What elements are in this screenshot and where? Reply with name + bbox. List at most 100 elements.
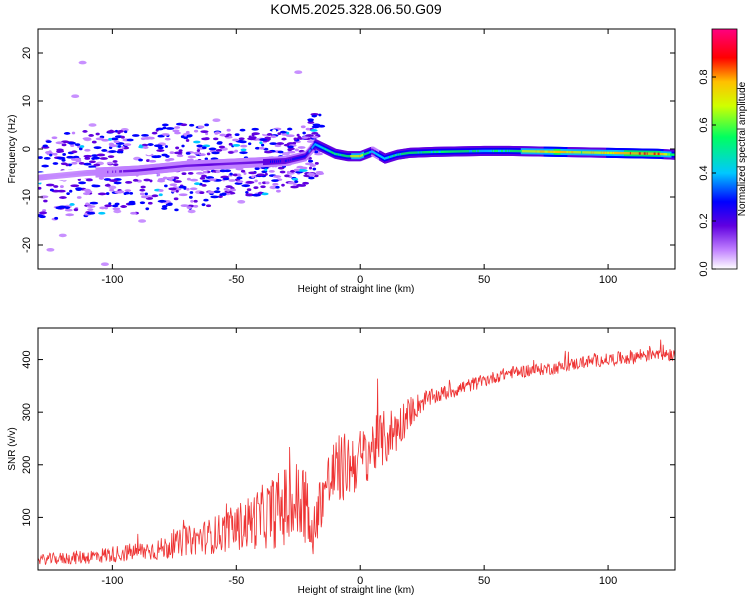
spectral-speckle [263, 150, 273, 154]
spectral-speckle [85, 178, 93, 182]
spectral-speckle [68, 141, 76, 145]
spectral-speckle [38, 211, 48, 215]
spectral-blob [100, 262, 109, 267]
spectral-speckle [70, 184, 80, 188]
spectral-speckle [116, 150, 123, 154]
spectral-speckle [162, 126, 167, 130]
colorbar-tick-label: 0.8 [698, 69, 710, 84]
spectral-speckle [145, 152, 152, 156]
spectral-speckle [300, 125, 306, 129]
spectral-speckle [275, 189, 281, 193]
spectral-speckle [291, 177, 299, 181]
spectral-speckle [151, 131, 158, 135]
spectral-speckle [108, 202, 112, 206]
spectral-speckle [114, 190, 122, 194]
spectral-speckle [41, 164, 50, 168]
spectral-speckle [186, 177, 191, 181]
snr-ytick-label: 100 [21, 508, 33, 526]
spectral-speckle [286, 170, 290, 174]
spectral-speckle [240, 144, 248, 148]
spectral-speckle [174, 126, 181, 129]
spectral-speckle [161, 123, 169, 127]
spectral-speckle [264, 172, 268, 176]
spectral-speckle [248, 142, 252, 146]
spectral-blob [46, 248, 55, 252]
spectral-speckle [108, 142, 115, 146]
spectral-speckle [97, 192, 107, 196]
spectral-speckle [180, 135, 185, 139]
spectral-speckle [61, 158, 66, 162]
spectral-speckle [215, 148, 223, 152]
spectral-speckle [131, 134, 140, 137]
spectral-speckle [86, 205, 96, 208]
spectral-speckle [232, 173, 239, 177]
spectral-speckle [126, 138, 134, 142]
spectral-speckle [210, 195, 219, 199]
snr-xtick-label: -100 [101, 575, 123, 587]
spectral-speckle [284, 174, 290, 178]
spectral-speckle [157, 146, 164, 150]
spectral-speckle [108, 137, 113, 141]
spectral-speckle [72, 155, 80, 159]
spectral-speckle [112, 160, 118, 163]
spectral-speckle [318, 113, 322, 117]
spectral-speckle [105, 192, 110, 195]
spectral-speckle [200, 130, 209, 134]
spectral-speckle [57, 189, 66, 193]
spectral-speckle [173, 180, 182, 183]
spectral-speckle [88, 160, 96, 164]
spectral-speckle [125, 180, 133, 184]
spectral-speckle [308, 166, 312, 170]
spectral-speckle [279, 170, 286, 174]
spectral-speckle [45, 140, 52, 144]
spectral-speckle [42, 144, 48, 148]
spectral-speckle [189, 123, 195, 127]
spectral-speckle [178, 193, 188, 197]
spectral-speckle [157, 199, 167, 203]
spectral-speckle [260, 185, 266, 189]
spectral-speckle [271, 179, 279, 183]
spectral-speckle [204, 123, 209, 127]
spectral-speckle [176, 154, 184, 158]
spectral-speckle [117, 130, 124, 133]
spectral-speckle [241, 184, 251, 188]
spectral-speckle [82, 137, 92, 141]
spectral-speckle [112, 207, 121, 211]
spectral-speckle [301, 136, 309, 139]
snr-ytick-label: 200 [21, 456, 33, 474]
spectral-speckle [75, 187, 83, 191]
spectral-speckle [274, 144, 282, 148]
spectral-speckle [174, 208, 179, 212]
spectral-speckle [228, 179, 236, 182]
spectral-speckle [248, 171, 257, 175]
spectral-speckle [168, 187, 177, 191]
spectral-speckle [206, 204, 212, 208]
spectral-speckle [185, 151, 191, 155]
spectral-speckle [193, 151, 201, 155]
spectral-speckle [189, 178, 199, 182]
spectral-speckle [315, 170, 324, 174]
spectral-speckle [156, 179, 166, 183]
spectral-speckle [199, 191, 205, 194]
spectral-speckle [93, 146, 102, 150]
spectral-speckle [158, 189, 164, 192]
spectral-speckle [311, 135, 319, 139]
chart-title: KOM5.2025.328.06.50.G09 [270, 1, 441, 17]
spectral-speckle [178, 149, 183, 153]
spectral-speckle [71, 164, 78, 168]
spectral-speckle [185, 130, 190, 134]
spectral-speckle [66, 155, 75, 159]
spectral-speckle [238, 137, 245, 141]
spectral-speckle [83, 162, 92, 166]
spectral-speckle [297, 135, 302, 139]
spectral-speckle [253, 186, 259, 190]
spectral-blob [71, 94, 80, 98]
spectral-speckle [272, 129, 277, 133]
spectral-speckle [201, 137, 210, 141]
spectral-speckle [161, 205, 168, 208]
spectral-speckle [69, 189, 73, 193]
spectral-speckle [78, 161, 85, 165]
spectral-speckle [55, 141, 64, 145]
spectral-speckle [74, 143, 81, 147]
spectral-speckle [308, 176, 315, 180]
